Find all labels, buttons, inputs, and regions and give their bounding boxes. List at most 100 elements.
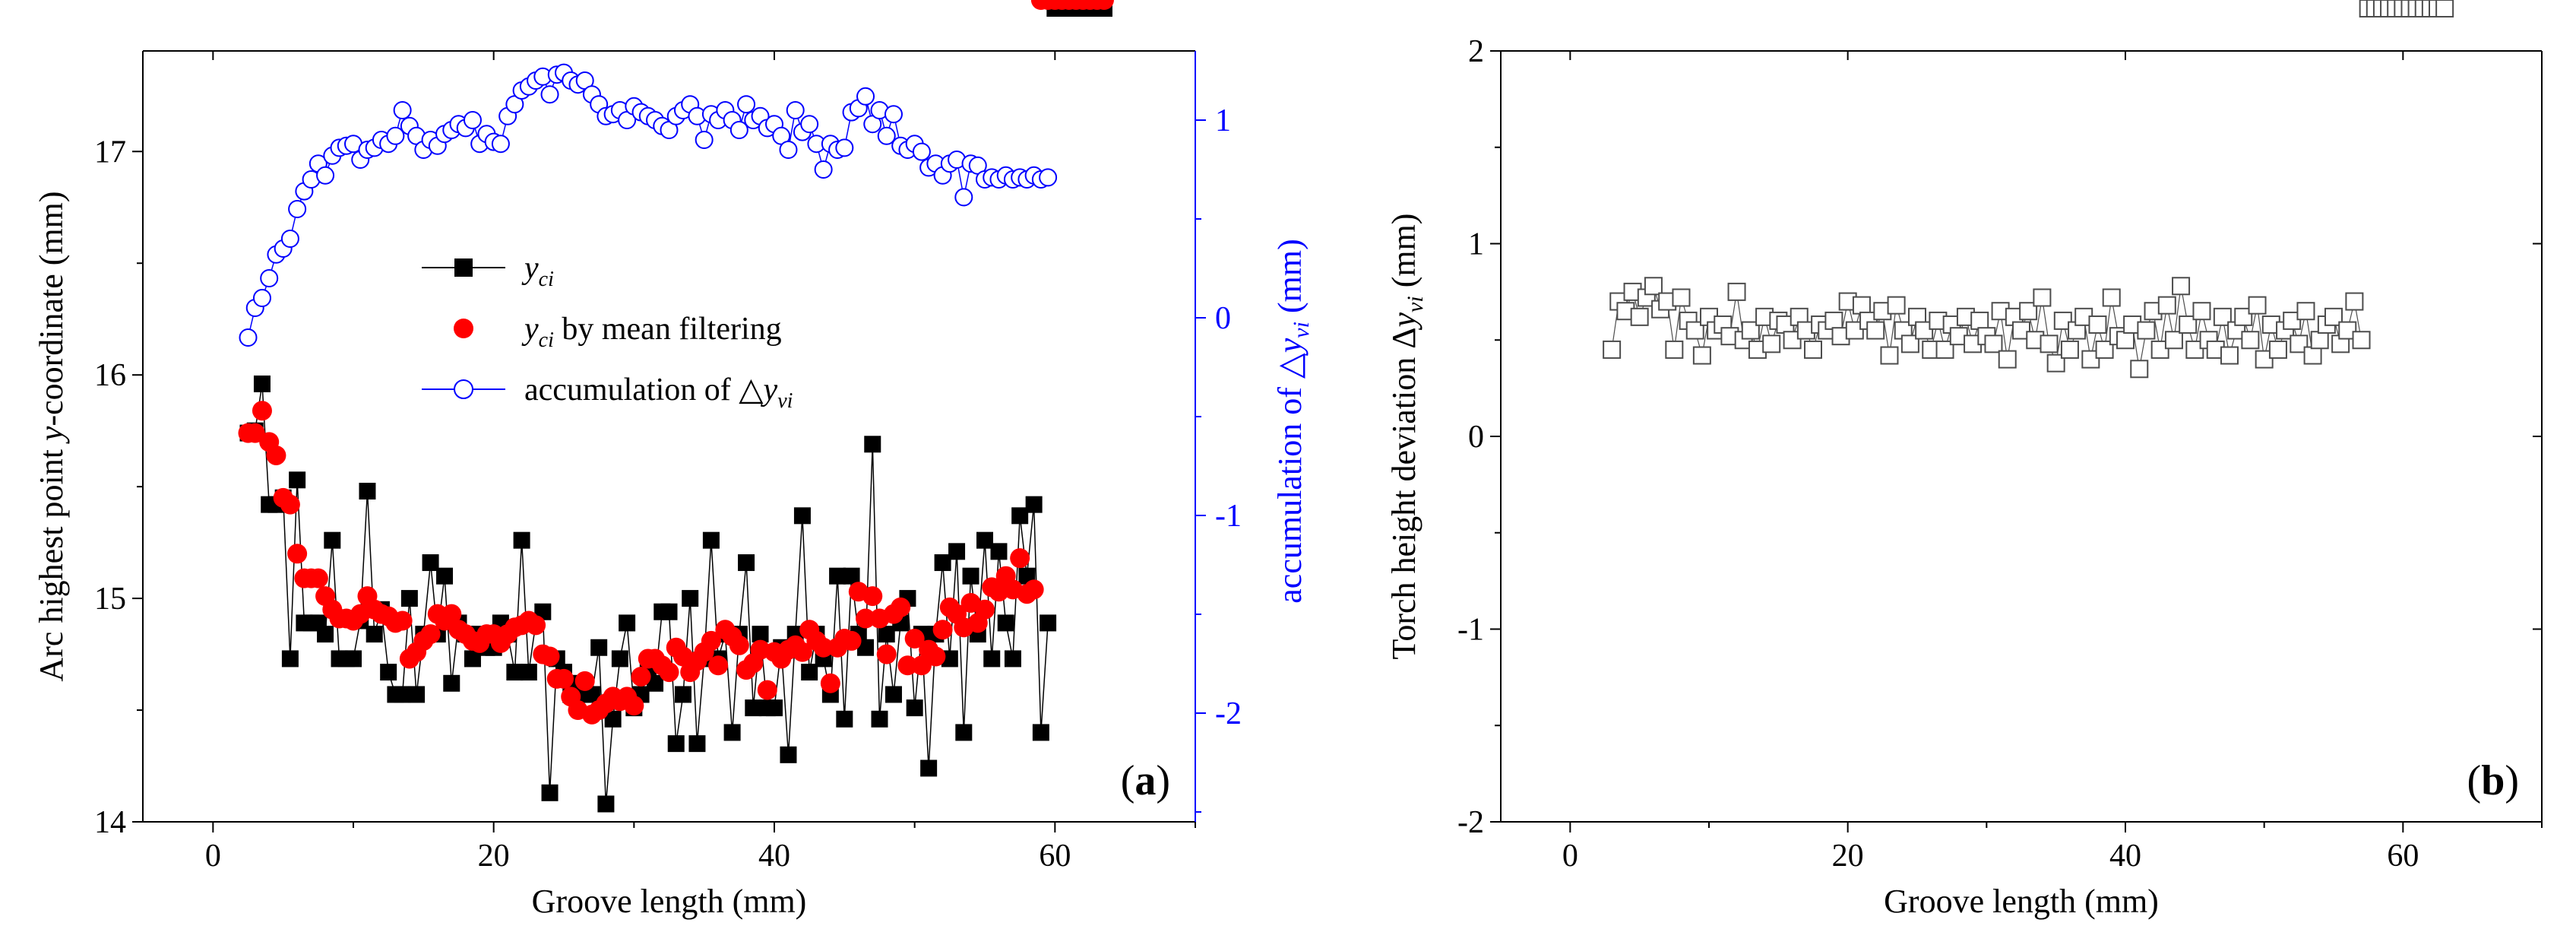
torch-height-deviation-point bbox=[2060, 340, 2079, 359]
legend-subscript: ci bbox=[539, 328, 554, 352]
torch-height-deviation-point bbox=[2248, 296, 2267, 315]
accumulation-point bbox=[786, 101, 805, 119]
y-ci-point bbox=[864, 436, 881, 453]
y-ci-mean-point bbox=[897, 655, 918, 676]
y-ci-point bbox=[997, 614, 1014, 632]
torch-height-deviation-point bbox=[2019, 302, 2038, 321]
panel-a-y2tick-label: -1 bbox=[1215, 499, 1242, 534]
y-ci-point bbox=[920, 759, 938, 777]
legend-accumulation-label: accumulation of △yvi bbox=[524, 373, 793, 413]
torch-height-deviation-point bbox=[2324, 307, 2343, 326]
panel-b-ylabel: Torch height deviation Δyvi (mm) bbox=[1385, 214, 1428, 660]
series-torch-height-deviation bbox=[1603, 0, 2454, 379]
panel-b-ytick-label: -1 bbox=[1457, 613, 1484, 648]
panel-a-xtick-label: 60 bbox=[1039, 839, 1071, 874]
y-ci-mean-point bbox=[820, 673, 840, 693]
accumulation-point bbox=[729, 121, 748, 139]
y-ci-point bbox=[843, 567, 860, 585]
y-ci-point bbox=[443, 674, 460, 692]
y-ci-point bbox=[752, 626, 769, 643]
panel-label-paren: ( bbox=[1121, 757, 1135, 804]
panel-a-legend: yci yci by mean filtering accumulation of … bbox=[422, 251, 793, 413]
legend-y-ci-label: yci bbox=[521, 251, 554, 291]
torch-height-deviation-point bbox=[1970, 311, 1989, 330]
torch-height-deviation-point bbox=[1915, 321, 1934, 340]
panel-label-letter: b bbox=[2481, 757, 2505, 804]
torch-height-deviation-point bbox=[1644, 277, 1663, 296]
y-ci-point bbox=[506, 664, 524, 681]
y-ci-point bbox=[253, 375, 271, 392]
torch-height-deviation-point bbox=[2234, 307, 2253, 326]
y-ci-point bbox=[1040, 614, 1057, 632]
panel-a-y2label-symbol: △ bbox=[1271, 353, 1309, 379]
accumulation-point bbox=[737, 95, 756, 114]
torch-height-deviation-point bbox=[2053, 311, 2072, 330]
y-ci-mean-point bbox=[659, 662, 679, 683]
y-ci-point bbox=[408, 686, 426, 703]
panel-a-xtick-label: 40 bbox=[758, 839, 790, 874]
accumulation-point bbox=[835, 138, 854, 157]
panel-a-y2label-subscript: vi bbox=[1289, 322, 1314, 338]
torch-height-deviation-point bbox=[1866, 321, 1885, 340]
panel-b-ytick-label: 0 bbox=[1468, 420, 1484, 455]
y-ci-mean-point bbox=[526, 615, 546, 636]
torch-height-deviation-point bbox=[1685, 321, 1704, 340]
panel-b-ylabel-subscript: vi bbox=[1403, 296, 1428, 312]
torch-height-deviation-point bbox=[1880, 346, 1899, 365]
accumulation-point bbox=[877, 126, 896, 145]
y-ci-point bbox=[885, 686, 902, 703]
y-ci-point bbox=[1032, 724, 1049, 741]
y-ci-point bbox=[436, 567, 454, 585]
torch-height-deviation-point bbox=[2338, 321, 2357, 340]
torch-height-deviation-point bbox=[2130, 360, 2149, 379]
accumulation-point bbox=[260, 269, 279, 287]
accumulation-point bbox=[814, 160, 833, 179]
y-ci-mean-point bbox=[792, 642, 812, 662]
torch-height-deviation-point bbox=[2172, 277, 2191, 296]
y-ci-mean-point bbox=[932, 620, 953, 640]
panel-a-y2label-text: accumulation of bbox=[1271, 379, 1309, 604]
panel-label-letter: a bbox=[1135, 757, 1156, 804]
torch-height-deviation-point bbox=[1935, 340, 1954, 359]
series-accumulation bbox=[239, 0, 1113, 347]
y-ci-mean-point bbox=[280, 494, 300, 515]
panel-b: 0 20 40 60 -2 -1 0 1 2 Groove length (mm) Torch he… bbox=[1385, 0, 2543, 920]
y-ci-mean-point bbox=[729, 635, 749, 655]
torch-height-deviation-point bbox=[2241, 331, 2260, 350]
torch-height-deviation-point bbox=[2164, 331, 2183, 350]
panel-a-xlabel: Groove length (mm) bbox=[532, 883, 807, 920]
y-ci-point bbox=[1004, 650, 1021, 668]
y-ci-mean-point bbox=[904, 628, 925, 648]
panel-a-ytick-label: 15 bbox=[94, 582, 126, 617]
torch-height-deviation-point bbox=[1824, 311, 1843, 330]
torch-height-deviation-point bbox=[2296, 302, 2315, 321]
torch-height-deviation-point bbox=[2102, 288, 2121, 307]
y-ci-mean-point bbox=[540, 646, 560, 667]
panel-label-paren: ) bbox=[2505, 757, 2519, 804]
y-ci-point bbox=[836, 710, 853, 728]
y-ci-point bbox=[619, 614, 636, 632]
accumulation-point bbox=[540, 85, 559, 104]
accumulation-point bbox=[252, 289, 271, 307]
y-ci-point bbox=[597, 795, 615, 813]
y-ci-mean-point bbox=[926, 646, 946, 667]
torch-height-deviation-point bbox=[2303, 346, 2322, 365]
y-ci-mean-point bbox=[631, 666, 651, 687]
y-ci-mean-point bbox=[891, 597, 911, 617]
legend-y-ci-marker bbox=[454, 258, 473, 277]
panel-a-ylabel: Arc highest point y-coordinate (mm) bbox=[33, 191, 70, 681]
panel-b-ytick-label: -2 bbox=[1457, 805, 1484, 840]
y-ci-point bbox=[604, 710, 622, 728]
y-ci-mean-point bbox=[441, 604, 462, 624]
y-ci-mean-point bbox=[245, 423, 265, 443]
y-ci-point bbox=[906, 699, 923, 717]
legend-text: accumulation of △ bbox=[524, 373, 764, 407]
panel-a-xtick-label: 20 bbox=[478, 839, 510, 874]
torch-height-deviation-point bbox=[1852, 296, 1871, 315]
torch-height-deviation-point bbox=[1727, 282, 1746, 301]
y-ci-point bbox=[738, 554, 755, 572]
legend-y-ci-mean-label: yci by mean filtering bbox=[521, 312, 782, 352]
y-ci-point bbox=[647, 674, 664, 692]
y-ci-point bbox=[1025, 496, 1043, 513]
